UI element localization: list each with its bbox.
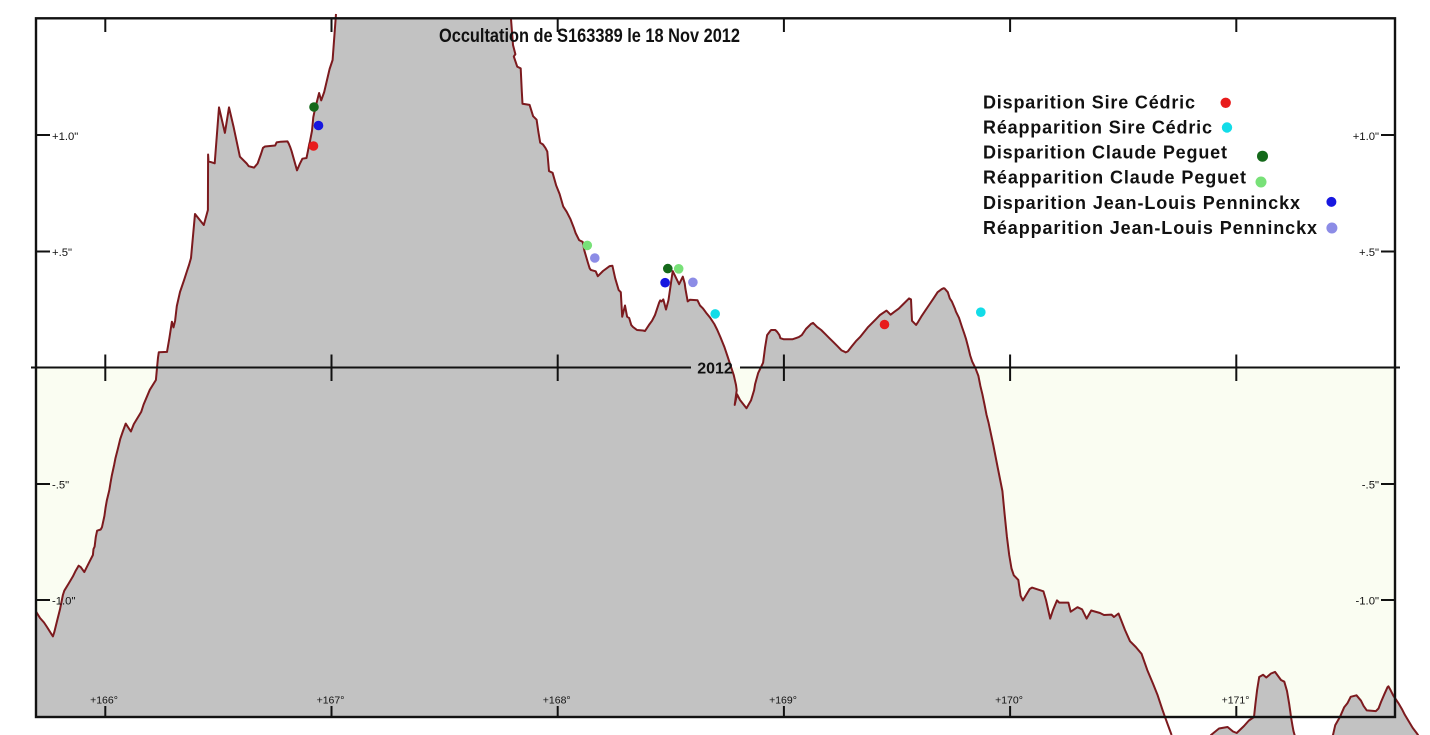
svg-text:-.5": -.5" <box>52 480 69 492</box>
svg-text:Réapparition Claude Peguet: Réapparition Claude Peguet <box>983 168 1246 188</box>
svg-text:+168°: +168° <box>543 695 571 707</box>
svg-text:2012: 2012 <box>697 360 733 377</box>
svg-text:+169°: +169° <box>769 695 797 707</box>
svg-text:Réapparition Jean-Louis Pennin: Réapparition Jean-Louis Penninckx <box>983 218 1317 238</box>
svg-text:+166°: +166° <box>90 695 118 707</box>
svg-text:Disparition Jean-Louis Penninc: Disparition Jean-Louis Penninckx <box>983 193 1300 213</box>
svg-text:Réapparition Sire Cédric: Réapparition Sire Cédric <box>983 118 1212 138</box>
svg-text:+171°: +171° <box>1222 695 1250 707</box>
svg-text:+167°: +167° <box>317 695 345 707</box>
svg-text:+1.0": +1.0" <box>1353 131 1379 143</box>
svg-text:Disparition Sire Cédric: Disparition Sire Cédric <box>983 92 1195 112</box>
svg-text:Occultation de S163389 le 18 N: Occultation de S163389 le 18 Nov 2012 <box>439 26 740 47</box>
svg-text:+1.0": +1.0" <box>52 131 78 143</box>
svg-text:-1.0": -1.0" <box>52 595 75 607</box>
svg-text:+.5": +.5" <box>1359 247 1379 259</box>
svg-text:-.5": -.5" <box>1362 480 1379 492</box>
svg-text:Disparition Claude Peguet: Disparition Claude Peguet <box>983 143 1227 163</box>
svg-text:+170°: +170° <box>995 695 1023 707</box>
svg-text:-1.0": -1.0" <box>1356 595 1379 607</box>
svg-text:+.5": +.5" <box>52 247 72 259</box>
